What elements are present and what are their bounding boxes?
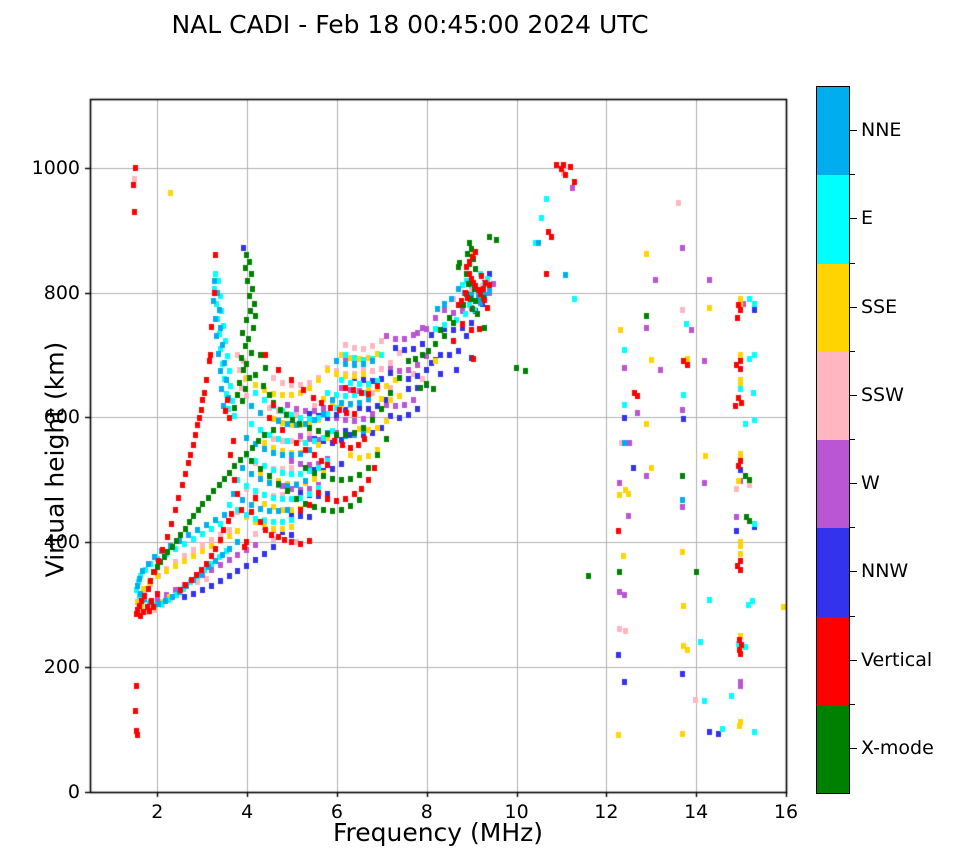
colorbar-tick-label-w: W — [861, 472, 880, 495]
colorbar-boundary-tick — [850, 439, 855, 440]
colorbar-tick — [850, 660, 857, 661]
colorbar-segment-nne[interactable] — [817, 87, 849, 176]
colorbar-tick — [850, 571, 857, 572]
y-tick-label: 400 — [43, 531, 80, 554]
colorbar-tick-label-nnw: NNW — [861, 560, 909, 583]
y-tick-label: 1000 — [31, 156, 80, 179]
y-tick-label: 600 — [43, 406, 80, 429]
colorbar-boundary-tick — [850, 704, 855, 705]
colorbar-segment-w[interactable] — [817, 440, 849, 529]
azimuth-colorbar[interactable] — [816, 86, 850, 794]
y-axis-label: Virtual height (km) — [40, 341, 70, 578]
colorbar-tick — [850, 748, 857, 749]
x-tick-label: 16 — [773, 801, 799, 823]
x-tick-label: 10 — [504, 801, 529, 823]
x-tick-label: 6 — [330, 801, 343, 823]
colorbar-tick-label-x-mode: X-mode — [861, 736, 934, 759]
colorbar-tick-label-vertical: Vertical — [861, 648, 933, 671]
colorbar-boundary-tick — [850, 527, 855, 528]
colorbar-segment-x-mode[interactable] — [817, 704, 849, 793]
x-tick-label: 14 — [684, 801, 709, 823]
colorbar-tick — [850, 130, 857, 131]
x-tick-label: 4 — [241, 801, 254, 823]
colorbar-segment-nnw[interactable] — [817, 528, 849, 617]
colorbar-boundary-tick — [850, 616, 855, 617]
colorbar-boundary-tick — [850, 174, 855, 175]
x-axis-label: Frequency (MHz) — [332, 818, 544, 847]
colorbar-tick-label-sse: SSE — [861, 295, 898, 318]
colorbar-tick — [850, 307, 857, 308]
colorbar-tick — [850, 483, 857, 484]
y-tick-label: 200 — [43, 656, 80, 679]
y-tick-label: 0 — [67, 781, 80, 803]
colorbar-tick-label-nne: NNE — [861, 119, 902, 142]
colorbar-tick-label-ssw: SSW — [861, 383, 904, 406]
colorbar-tick — [850, 395, 857, 396]
x-tick-label: 2 — [151, 801, 164, 823]
colorbar-segment-vertical[interactable] — [817, 616, 849, 705]
colorbar-segment-sse[interactable] — [817, 263, 849, 352]
colorbar-tick — [850, 218, 857, 219]
colorbar-boundary-tick — [850, 263, 855, 264]
x-tick-label: 8 — [420, 801, 433, 823]
colorbar-segment-ssw[interactable] — [817, 351, 849, 440]
y-tick-label: 800 — [43, 281, 80, 304]
x-tick-label: 12 — [594, 801, 619, 823]
colorbar-boundary-tick — [850, 351, 855, 352]
colorbar-tick-label-e: E — [861, 207, 874, 230]
colorbar-segment-e[interactable] — [817, 175, 849, 264]
